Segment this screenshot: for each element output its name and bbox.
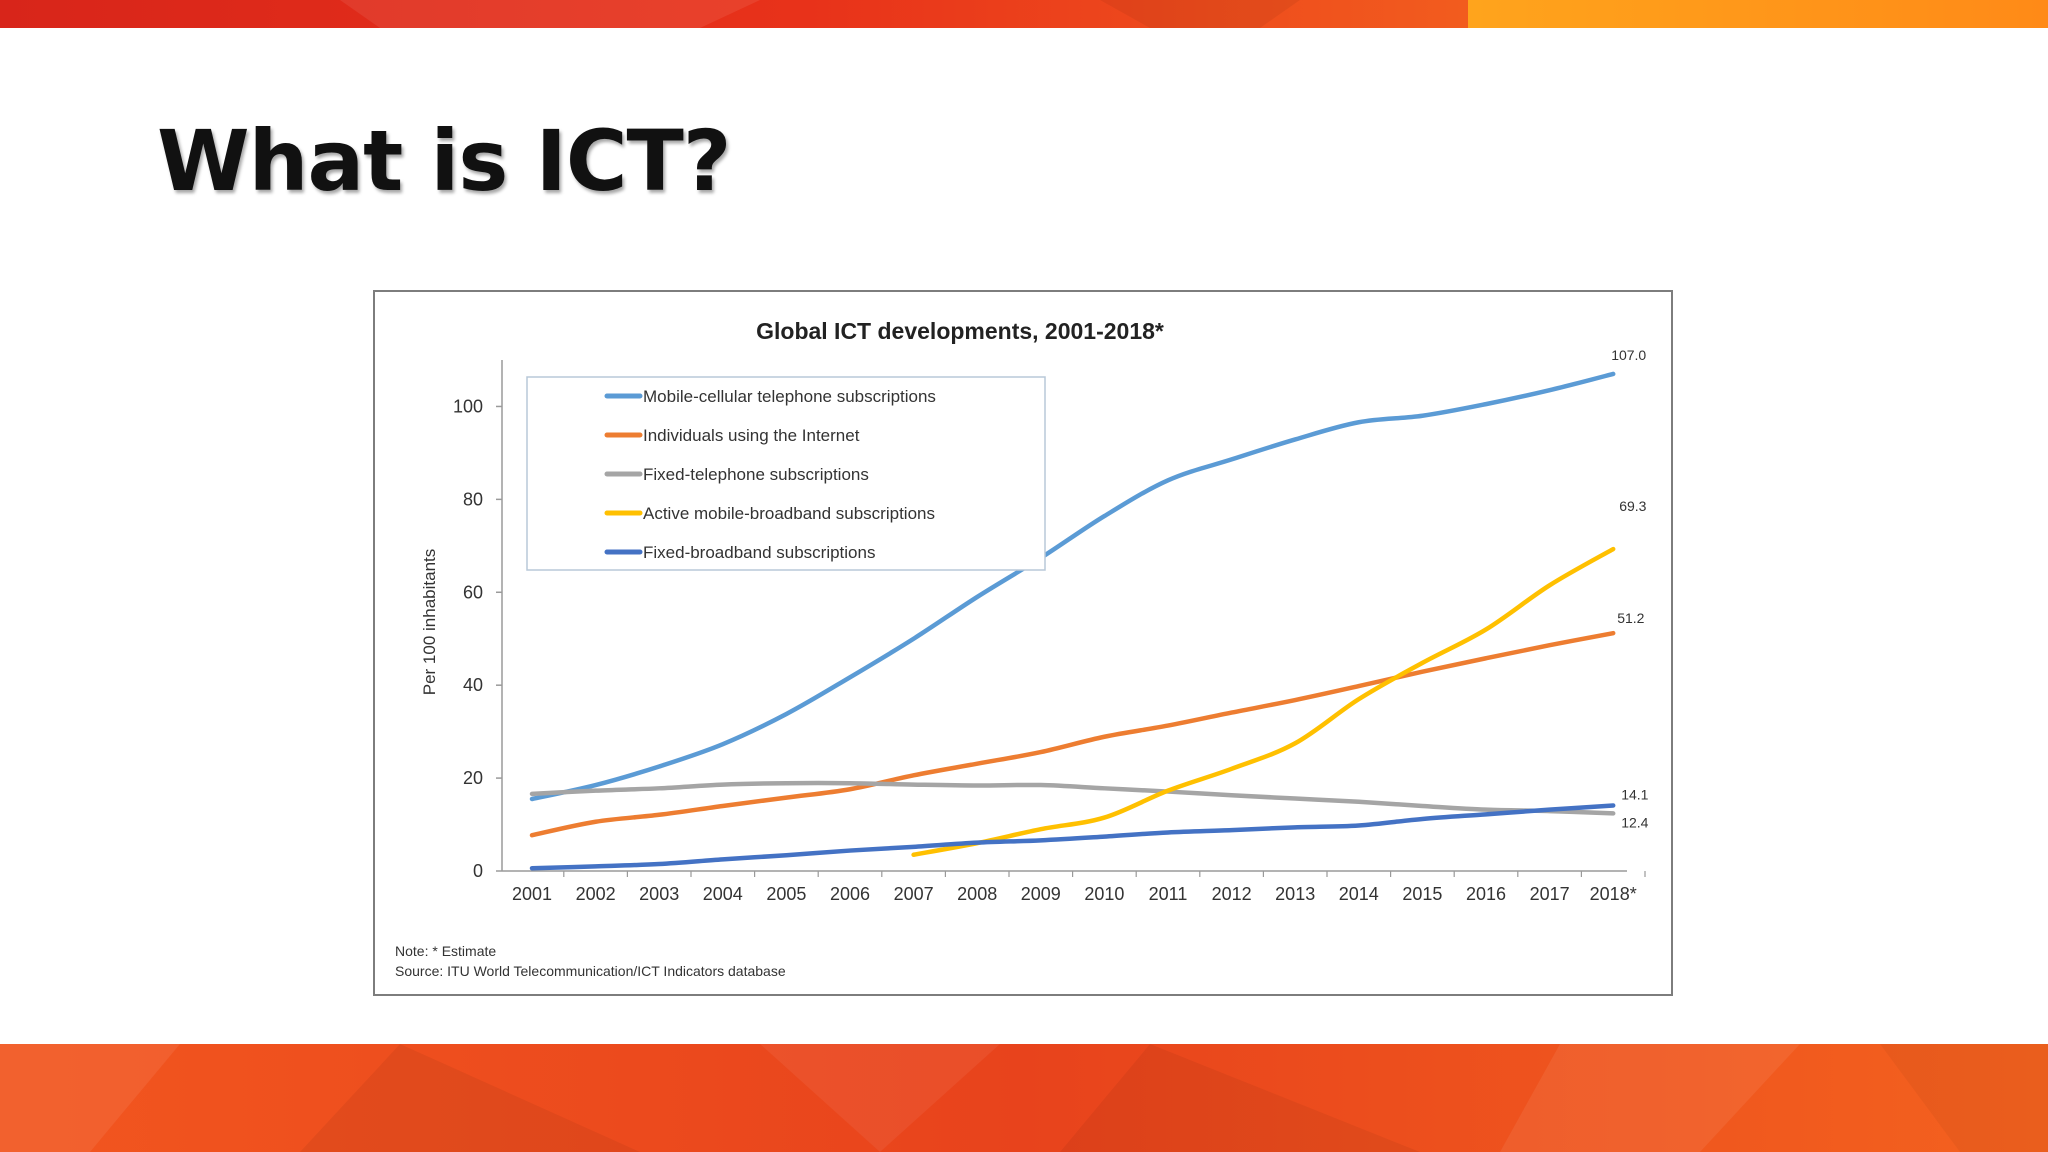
series-end-label: 12.4: [1621, 814, 1648, 830]
legend-items: Mobile-cellular telephone subscriptions I…: [604, 387, 936, 562]
slide-title: What is ICT?: [157, 112, 731, 210]
x-tick-label: 2015: [1402, 884, 1442, 904]
x-tick-label: 2004: [703, 884, 743, 904]
y-tick-label: 40: [463, 675, 483, 695]
x-tick-label: 2018*: [1590, 884, 1637, 904]
legend-label: Fixed-broadband subscriptions: [643, 543, 875, 562]
x-tick-label: 2012: [1212, 884, 1252, 904]
y-tick-label: 20: [463, 768, 483, 788]
series-line: [911, 546, 1616, 857]
x-tick-label: 2002: [576, 884, 616, 904]
x-tick-label: 2017: [1530, 884, 1570, 904]
series-end-label: 69.3: [1619, 498, 1646, 514]
y-tick-label: 60: [463, 582, 483, 602]
chart-frame: Global ICT developments, 2001-2018* Per …: [373, 290, 1673, 996]
x-tick-label: 2006: [830, 884, 870, 904]
series-end-label: 51.2: [1617, 610, 1644, 626]
series-line: [529, 803, 1616, 871]
x-tick-label: 2016: [1466, 884, 1506, 904]
chart-title: Global ICT developments, 2001-2018*: [756, 318, 1164, 344]
series-lines: [529, 371, 1616, 871]
line-chart: Global ICT developments, 2001-2018* Per …: [395, 318, 1649, 979]
x-tick-label: 2014: [1339, 884, 1379, 904]
chart-note: Note: * Estimate: [395, 943, 496, 959]
chart-source: Source: ITU World Telecommunication/ICT …: [395, 963, 786, 979]
y-tick-labels: 0 20 40 60 80 100: [453, 396, 502, 881]
x-tick-label: 2001: [512, 884, 552, 904]
x-tick-label: 2005: [766, 884, 806, 904]
x-tick-label: 2010: [1084, 884, 1124, 904]
x-tick-label: 2013: [1275, 884, 1315, 904]
series-end-labels: 107.0 51.2 12.4 69.3 14.1: [1611, 347, 1648, 830]
legend-label: Active mobile-broadband subscriptions: [643, 504, 935, 523]
bottom-decorative-band: [0, 1044, 2048, 1152]
y-tick-label: 80: [463, 489, 483, 509]
x-tick-label: 2003: [639, 884, 679, 904]
series-line: [529, 630, 1616, 838]
series-line: [529, 371, 1616, 802]
x-tick-label: 2011: [1149, 884, 1188, 904]
y-axis-label: Per 100 inhabitants: [420, 549, 439, 696]
x-tick-labels: 2001 2002 2003 2004 2005 2006 2007 2008 2009 2010…: [512, 871, 1646, 904]
x-tick-label: 2008: [957, 884, 997, 904]
legend-label: Individuals using the Internet: [643, 426, 860, 445]
y-tick-label: 100: [453, 396, 483, 416]
legend-label: Mobile-cellular telephone subscriptions: [643, 387, 936, 406]
series-line: [529, 780, 1616, 816]
x-tick-label: 2009: [1021, 884, 1061, 904]
x-tick-label: 2007: [894, 884, 934, 904]
series-end-label: 14.1: [1621, 786, 1648, 802]
series-end-label: 107.0: [1611, 347, 1646, 363]
legend-label: Fixed-telephone subscriptions: [643, 465, 869, 484]
y-tick-label: 0: [473, 861, 483, 881]
top-decorative-band: [0, 0, 2048, 28]
legend: Mobile-cellular telephone subscriptions I…: [526, 376, 1046, 571]
